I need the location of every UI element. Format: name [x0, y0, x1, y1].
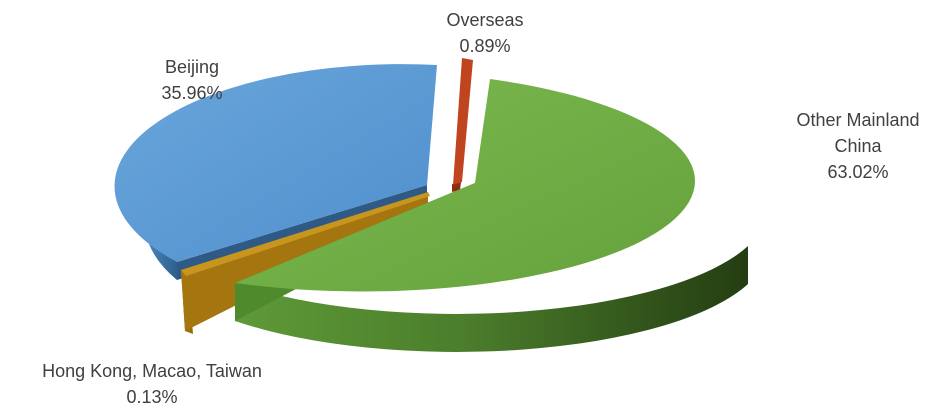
slice-beijing-top: [114, 64, 437, 263]
label-overseas-name: Overseas: [446, 10, 523, 30]
label-om-pct: 63.02%: [827, 162, 888, 182]
label-beijing-pct: 35.96%: [161, 83, 222, 103]
slice-overseas: [452, 58, 473, 192]
label-other-mainland-china: Other Mainland China 63.02%: [796, 110, 919, 182]
label-hk-pct: 0.13%: [126, 387, 177, 407]
slice-overseas-top: [453, 58, 473, 185]
slice-om-side: [235, 246, 748, 352]
label-om-name-line1: Other Mainland: [796, 110, 919, 130]
label-overseas: Overseas 0.89%: [446, 10, 523, 56]
label-beijing-name: Beijing: [165, 57, 219, 77]
slice-other-mainland-china: [235, 79, 748, 352]
label-hk-macao-taiwan: Hong Kong, Macao, Taiwan 0.13%: [42, 361, 262, 407]
label-overseas-pct: 0.89%: [459, 36, 510, 56]
label-beijing: Beijing 35.96%: [161, 57, 222, 103]
label-hk-name: Hong Kong, Macao, Taiwan: [42, 361, 262, 381]
slice-hk-top: [181, 192, 430, 276]
slice-om-top: [235, 79, 696, 292]
label-om-name-line2: China: [834, 136, 882, 156]
